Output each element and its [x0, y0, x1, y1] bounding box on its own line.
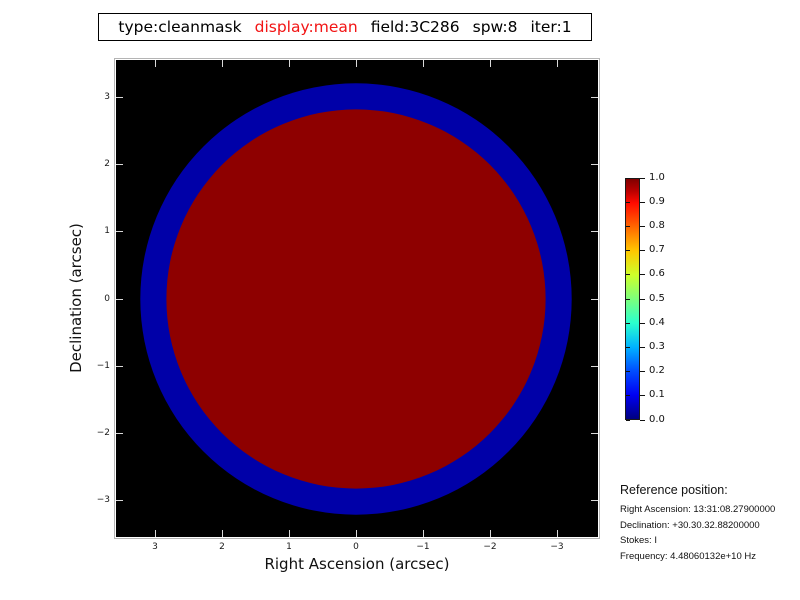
y-tick-label: 3: [104, 91, 110, 102]
x-tick-label: 1: [286, 542, 292, 552]
colorbar-tick-right: [640, 225, 645, 227]
colorbar-tick-right: [640, 274, 645, 276]
colorbar-tick-right: [640, 201, 645, 203]
colorbar-tick-right: [640, 419, 645, 421]
colorbar-tick-label: 0.9: [649, 195, 665, 207]
image-canvas[interactable]: [116, 60, 598, 537]
x-tick-top: [154, 60, 156, 67]
x-tick-top: [489, 60, 491, 67]
y-tick-right: [591, 231, 598, 233]
colorbar-tick-right: [640, 395, 645, 397]
reference-line: Declination: +30.30.32.88200000: [620, 519, 760, 531]
colorbar-tick-left: [626, 322, 630, 324]
y-tick-label: 2: [104, 158, 110, 169]
colorbar-tick-right: [640, 371, 645, 373]
x-tick-bottom: [355, 530, 357, 537]
colorbar-tick-right: [640, 298, 645, 300]
colorbar-tick-left: [626, 225, 630, 227]
y-tick-label: 1: [104, 226, 110, 237]
y-tick-left: [116, 298, 123, 300]
y-tick-left: [116, 365, 123, 367]
reference-heading: Reference position:: [620, 483, 728, 497]
colorbar-tick-right: [640, 322, 645, 324]
y-tick-label: −1: [96, 360, 110, 371]
colorbar-tick-right: [640, 250, 645, 252]
colorbar-tick-left: [626, 177, 630, 179]
colorbar-tick-right: [640, 177, 645, 179]
x-tick-label: 0: [353, 542, 359, 552]
plot-title-box: type:cleanmask display:mean field:3C286 spw…: [98, 13, 592, 41]
colorbar-tick-left: [626, 298, 630, 300]
x-tick-top: [221, 60, 223, 67]
x-tick-top: [422, 60, 424, 67]
plot-frame: [114, 58, 600, 539]
x-tick-top: [355, 60, 357, 67]
y-tick-right: [591, 163, 598, 165]
y-tick-left: [116, 433, 123, 435]
y-tick-label: 0: [104, 293, 110, 304]
colorbar-tick-label: 1.0: [649, 171, 665, 183]
colorbar-tick-label: 0.5: [649, 292, 665, 304]
colorbar-tick-left: [626, 346, 630, 348]
title-segment: field:3C286: [370, 18, 460, 36]
colorbar-tick-right: [640, 346, 645, 348]
y-tick-label: −2: [96, 428, 110, 439]
colorbar-tick-label: 0.2: [649, 365, 665, 377]
colorbar-tick-left: [626, 201, 630, 203]
colorbar-tick-left: [626, 274, 630, 276]
y-axis-title: Declination (arcsec): [67, 223, 85, 373]
y-tick-right: [591, 365, 598, 367]
x-tick-bottom: [422, 530, 424, 537]
y-tick-right: [591, 433, 598, 435]
reference-line: Frequency: 4.48060132e+10 Hz: [620, 550, 757, 562]
y-tick-left: [116, 500, 123, 502]
x-tick-label: 2: [219, 542, 225, 552]
title-segment: type:cleanmask: [118, 18, 242, 36]
colorbar-tick-label: 0.4: [649, 316, 665, 328]
title-segment: spw:8: [472, 18, 518, 36]
reference-line: Stokes: I: [620, 535, 657, 546]
x-tick-bottom: [556, 530, 558, 537]
y-tick-left: [116, 163, 123, 165]
x-tick-label: −1: [416, 542, 430, 552]
title-segment: display:mean: [254, 18, 358, 36]
y-tick-left: [116, 231, 123, 233]
colorbar-tick-left: [626, 371, 630, 373]
title-segment: iter:1: [530, 18, 572, 36]
reference-lines: Right Ascension: 13:31:08.27900000 Declin…: [620, 504, 775, 562]
y-tick-right: [591, 298, 598, 300]
x-tick-top: [288, 60, 290, 67]
y-tick-right: [591, 96, 598, 98]
x-axis-title: Right Ascension (arcsec): [264, 555, 450, 573]
y-tick-label: −3: [96, 495, 110, 506]
x-tick-bottom: [221, 530, 223, 537]
cleanmask-image: [140, 83, 572, 515]
reference-line: Right Ascension: 13:31:08.27900000: [620, 504, 776, 515]
colorbar-tick-label: 0.6: [649, 268, 665, 280]
x-tick-bottom: [288, 530, 290, 537]
x-tick-label: −3: [550, 542, 564, 552]
colorbar-tick-left: [626, 250, 630, 252]
reference-position-block: Reference position: Right Ascension: 13:…: [620, 483, 775, 566]
x-tick-bottom: [154, 530, 156, 537]
y-tick-right: [591, 500, 598, 502]
colorbar-gradient: [625, 178, 640, 420]
x-tick-label: −2: [483, 542, 497, 552]
colorbar-tick-label: 0.1: [649, 389, 665, 401]
y-tick-left: [116, 96, 123, 98]
x-tick-label: 3: [152, 542, 158, 552]
colorbar-tick-left: [626, 395, 630, 397]
x-tick-top: [556, 60, 558, 67]
inner-mask-disk: [166, 109, 546, 489]
colorbar-tick-label: 0.0: [649, 413, 665, 425]
colorbar-tick-left: [626, 419, 630, 421]
colorbar-tick-label: 0.8: [649, 219, 665, 231]
colorbar-tick-label: 0.7: [649, 244, 665, 256]
x-tick-bottom: [489, 530, 491, 537]
colorbar-tick-label: 0.3: [649, 340, 665, 352]
